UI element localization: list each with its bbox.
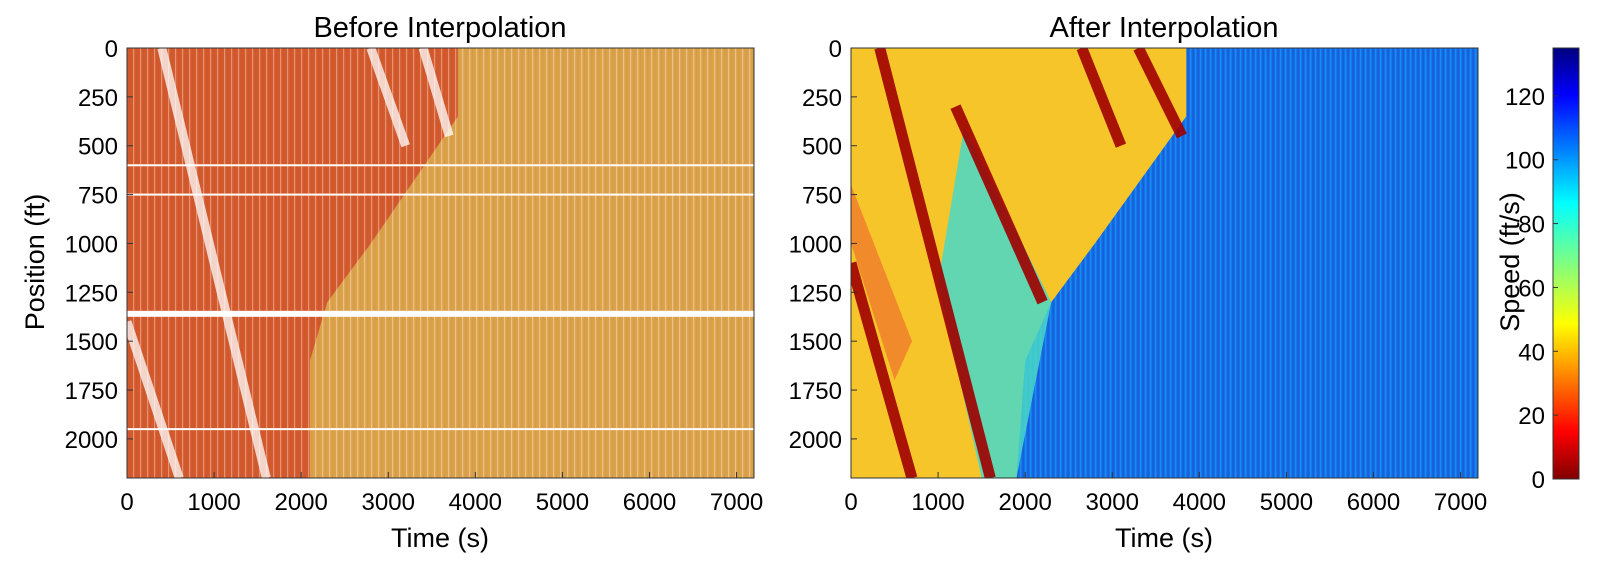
missing-row [127, 164, 754, 167]
colorbar: 0 20 40 60 80 100 120 Speed (ft/s) [1495, 47, 1580, 494]
y-tick-label: 500 [78, 134, 118, 161]
transition-patch [851, 184, 912, 381]
wave-band [851, 261, 918, 478]
heatmap-area [851, 48, 1478, 478]
y-tick-label: 1750 [65, 378, 118, 405]
x-tick-label: 5000 [536, 489, 589, 516]
x-tick-label: 6000 [1347, 489, 1400, 516]
missing-data-rows [127, 164, 754, 431]
panel-title: After Interpolation [1050, 12, 1279, 44]
colorbar-tick-label: 20 [1518, 403, 1545, 430]
wave-band [874, 48, 996, 478]
axes-frame [850, 47, 1479, 479]
colorbar-tick-label: 100 [1505, 148, 1545, 175]
x-axis-label: Time (s) [391, 523, 489, 553]
colorbar-tick-label: 60 [1518, 275, 1545, 302]
panel-title: Before Interpolation [313, 12, 566, 44]
panel-after-interpolation: After Interpolation 0 1000 2000 3000 4000 500… [789, 12, 1488, 553]
heatmap-area [127, 48, 754, 478]
x-tick-label: 3000 [1086, 489, 1139, 516]
stop-and-go-waves [851, 48, 1187, 478]
y-tick-label: 0 [105, 36, 118, 63]
y-tick-label: 250 [802, 85, 842, 112]
colorbar-ticks: 0 20 40 60 80 100 120 [1505, 84, 1558, 494]
x-tick-label: 6000 [623, 489, 676, 516]
x-tick-label: 1000 [911, 489, 964, 516]
colorbar-gradient [1552, 47, 1580, 480]
x-tick-label: 3000 [362, 489, 415, 516]
wave-band [366, 48, 410, 148]
y-tick-label: 1250 [789, 280, 842, 307]
y-tick-label: 750 [802, 183, 842, 210]
wave-band [950, 104, 1048, 305]
stop-and-go-waves [127, 48, 454, 478]
missing-row [127, 310, 754, 317]
colorbar-tick-label: 80 [1518, 212, 1545, 239]
x-tick-label: 2000 [998, 489, 1051, 516]
x-tick-label: 4000 [449, 489, 502, 516]
wave-band [418, 48, 454, 138]
y-tick-label: 1500 [65, 329, 118, 356]
colorbar-tick-label: 40 [1518, 339, 1545, 366]
wave-band [1133, 48, 1187, 139]
x-tick-label: 5000 [1260, 489, 1313, 516]
x-axis-label: Time (s) [1115, 523, 1213, 553]
y-tick-label: 250 [78, 85, 118, 112]
x-tick-label: 2000 [274, 489, 327, 516]
y-tick-label: 1250 [65, 280, 118, 307]
wave-band [157, 48, 271, 478]
colorbar-label: Speed (ft/s) [1495, 192, 1525, 332]
colorbar-tick-label: 0 [1532, 467, 1545, 494]
y-ticks: 0 250 500 750 1000 1250 1500 1750 2000 [789, 36, 857, 454]
axes-frame [126, 47, 755, 479]
y-tick-label: 1750 [789, 378, 842, 405]
colorbar-tick-label: 120 [1505, 84, 1545, 111]
y-tick-label: 0 [829, 36, 842, 63]
y-tick-label: 500 [802, 134, 842, 161]
wave-band [1076, 48, 1127, 148]
x-tick-label: 7000 [710, 489, 763, 516]
y-tick-label: 1000 [65, 231, 118, 258]
x-tick-label: 4000 [1173, 489, 1226, 516]
x-ticks: 0 1000 2000 3000 4000 5000 6000 7000 [844, 472, 1487, 516]
y-ticks: 0 250 500 750 1000 1250 1500 1750 2000 [65, 36, 133, 454]
y-tick-label: 1500 [789, 329, 842, 356]
x-tick-label: 0 [120, 489, 133, 516]
y-tick-label: 2000 [789, 427, 842, 454]
panel-before-interpolation: Before Interpolation 0 1000 2000 3000 4000 50… [20, 12, 763, 553]
x-ticks: 0 1000 2000 3000 4000 5000 6000 7000 [120, 472, 763, 516]
x-tick-label: 0 [844, 489, 857, 516]
wave-band [127, 320, 184, 478]
y-tick-label: 1000 [789, 231, 842, 258]
y-axis-label: Position (ft) [20, 194, 50, 331]
y-tick-label: 2000 [65, 427, 118, 454]
y-tick-label: 750 [78, 183, 118, 210]
missing-row [127, 193, 754, 196]
missing-row [127, 428, 754, 431]
x-tick-label: 1000 [187, 489, 240, 516]
x-tick-label: 7000 [1434, 489, 1487, 516]
